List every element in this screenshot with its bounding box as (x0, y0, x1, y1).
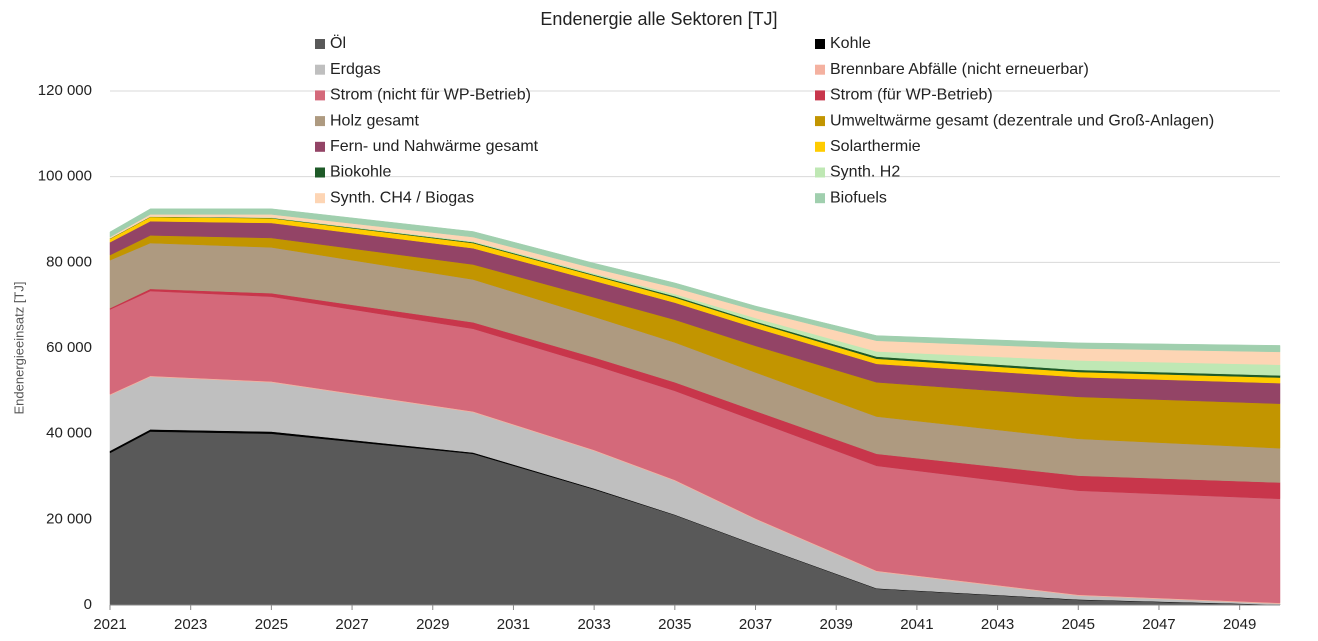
y-axis-label: Endenergieeinsatz [TJ] (11, 282, 26, 415)
legend-swatch (815, 64, 825, 75)
y-tick-label: 60 000 (46, 339, 92, 356)
x-tick-label: 2021 (93, 616, 126, 633)
y-tick-label: 0 (84, 596, 92, 613)
legend-label: Brennbare Abfälle (nicht erneuerbar) (830, 61, 1089, 78)
legend-label: Synth. H2 (830, 164, 900, 181)
area (109, 208, 1281, 353)
x-tick-label: 2023 (174, 616, 207, 633)
legend-swatch (315, 193, 325, 204)
legend-swatch (315, 39, 325, 49)
legend-swatch (315, 90, 325, 101)
legend-swatch (315, 64, 325, 75)
x-tick-label: 2029 (416, 616, 449, 633)
legend-swatch (315, 167, 325, 178)
y-tick-label: 20 000 (46, 510, 92, 527)
x-tick-label: 2047 (1142, 616, 1175, 633)
y-tick-label: 80 000 (46, 253, 92, 270)
x-tick-label: 2045 (1062, 616, 1095, 633)
x-tick-label: 2033 (577, 616, 610, 633)
x-tick-label: 2039 (820, 616, 853, 633)
x-tick-label: 2027 (335, 616, 368, 633)
legend-swatch (315, 141, 325, 152)
x-tick-label: 2025 (255, 616, 288, 633)
legend-label: Öl (330, 34, 346, 52)
y-tick-label: 100 000 (38, 168, 92, 185)
legend-swatch (815, 141, 825, 152)
x-tick-label: 2031 (497, 616, 530, 633)
legend-label: Kohle (830, 35, 871, 52)
legend-label: Biofuels (830, 189, 887, 206)
legend-label: Strom (nicht für WP-Betrieb) (330, 87, 531, 104)
chart-title: Endenergie alle Sektoren [TJ] (540, 9, 777, 29)
x-tick-label: 2041 (900, 616, 933, 633)
x-tick-label: 2037 (739, 616, 772, 633)
legend-label: Solarthermie (830, 138, 921, 155)
legend-swatch (815, 116, 825, 127)
legend-swatch (815, 193, 825, 204)
legend-swatch (815, 39, 825, 49)
legend-label: Holz gesamt (330, 112, 419, 129)
legend-swatch (815, 90, 825, 101)
x-tick-label: 2049 (1223, 616, 1256, 633)
x-tick-label: 2035 (658, 616, 691, 633)
legend-label: Synth. CH4 / Biogas (330, 189, 474, 206)
y-tick-label: 40 000 (46, 425, 92, 442)
legend-swatch (315, 116, 325, 127)
legend-label: Umweltwärme gesamt (dezentrale und Groß-… (830, 112, 1214, 129)
legend-swatch (815, 167, 825, 178)
x-tick-label: 2043 (981, 616, 1014, 633)
legend-label: Biokohle (330, 164, 391, 181)
y-tick-label: 120 000 (38, 82, 92, 99)
legend-label: Erdgas (330, 61, 381, 78)
legend-label: Strom (für WP-Betrieb) (830, 87, 993, 104)
legend-label: Fern- und Nahwärme gesamt (330, 138, 539, 155)
